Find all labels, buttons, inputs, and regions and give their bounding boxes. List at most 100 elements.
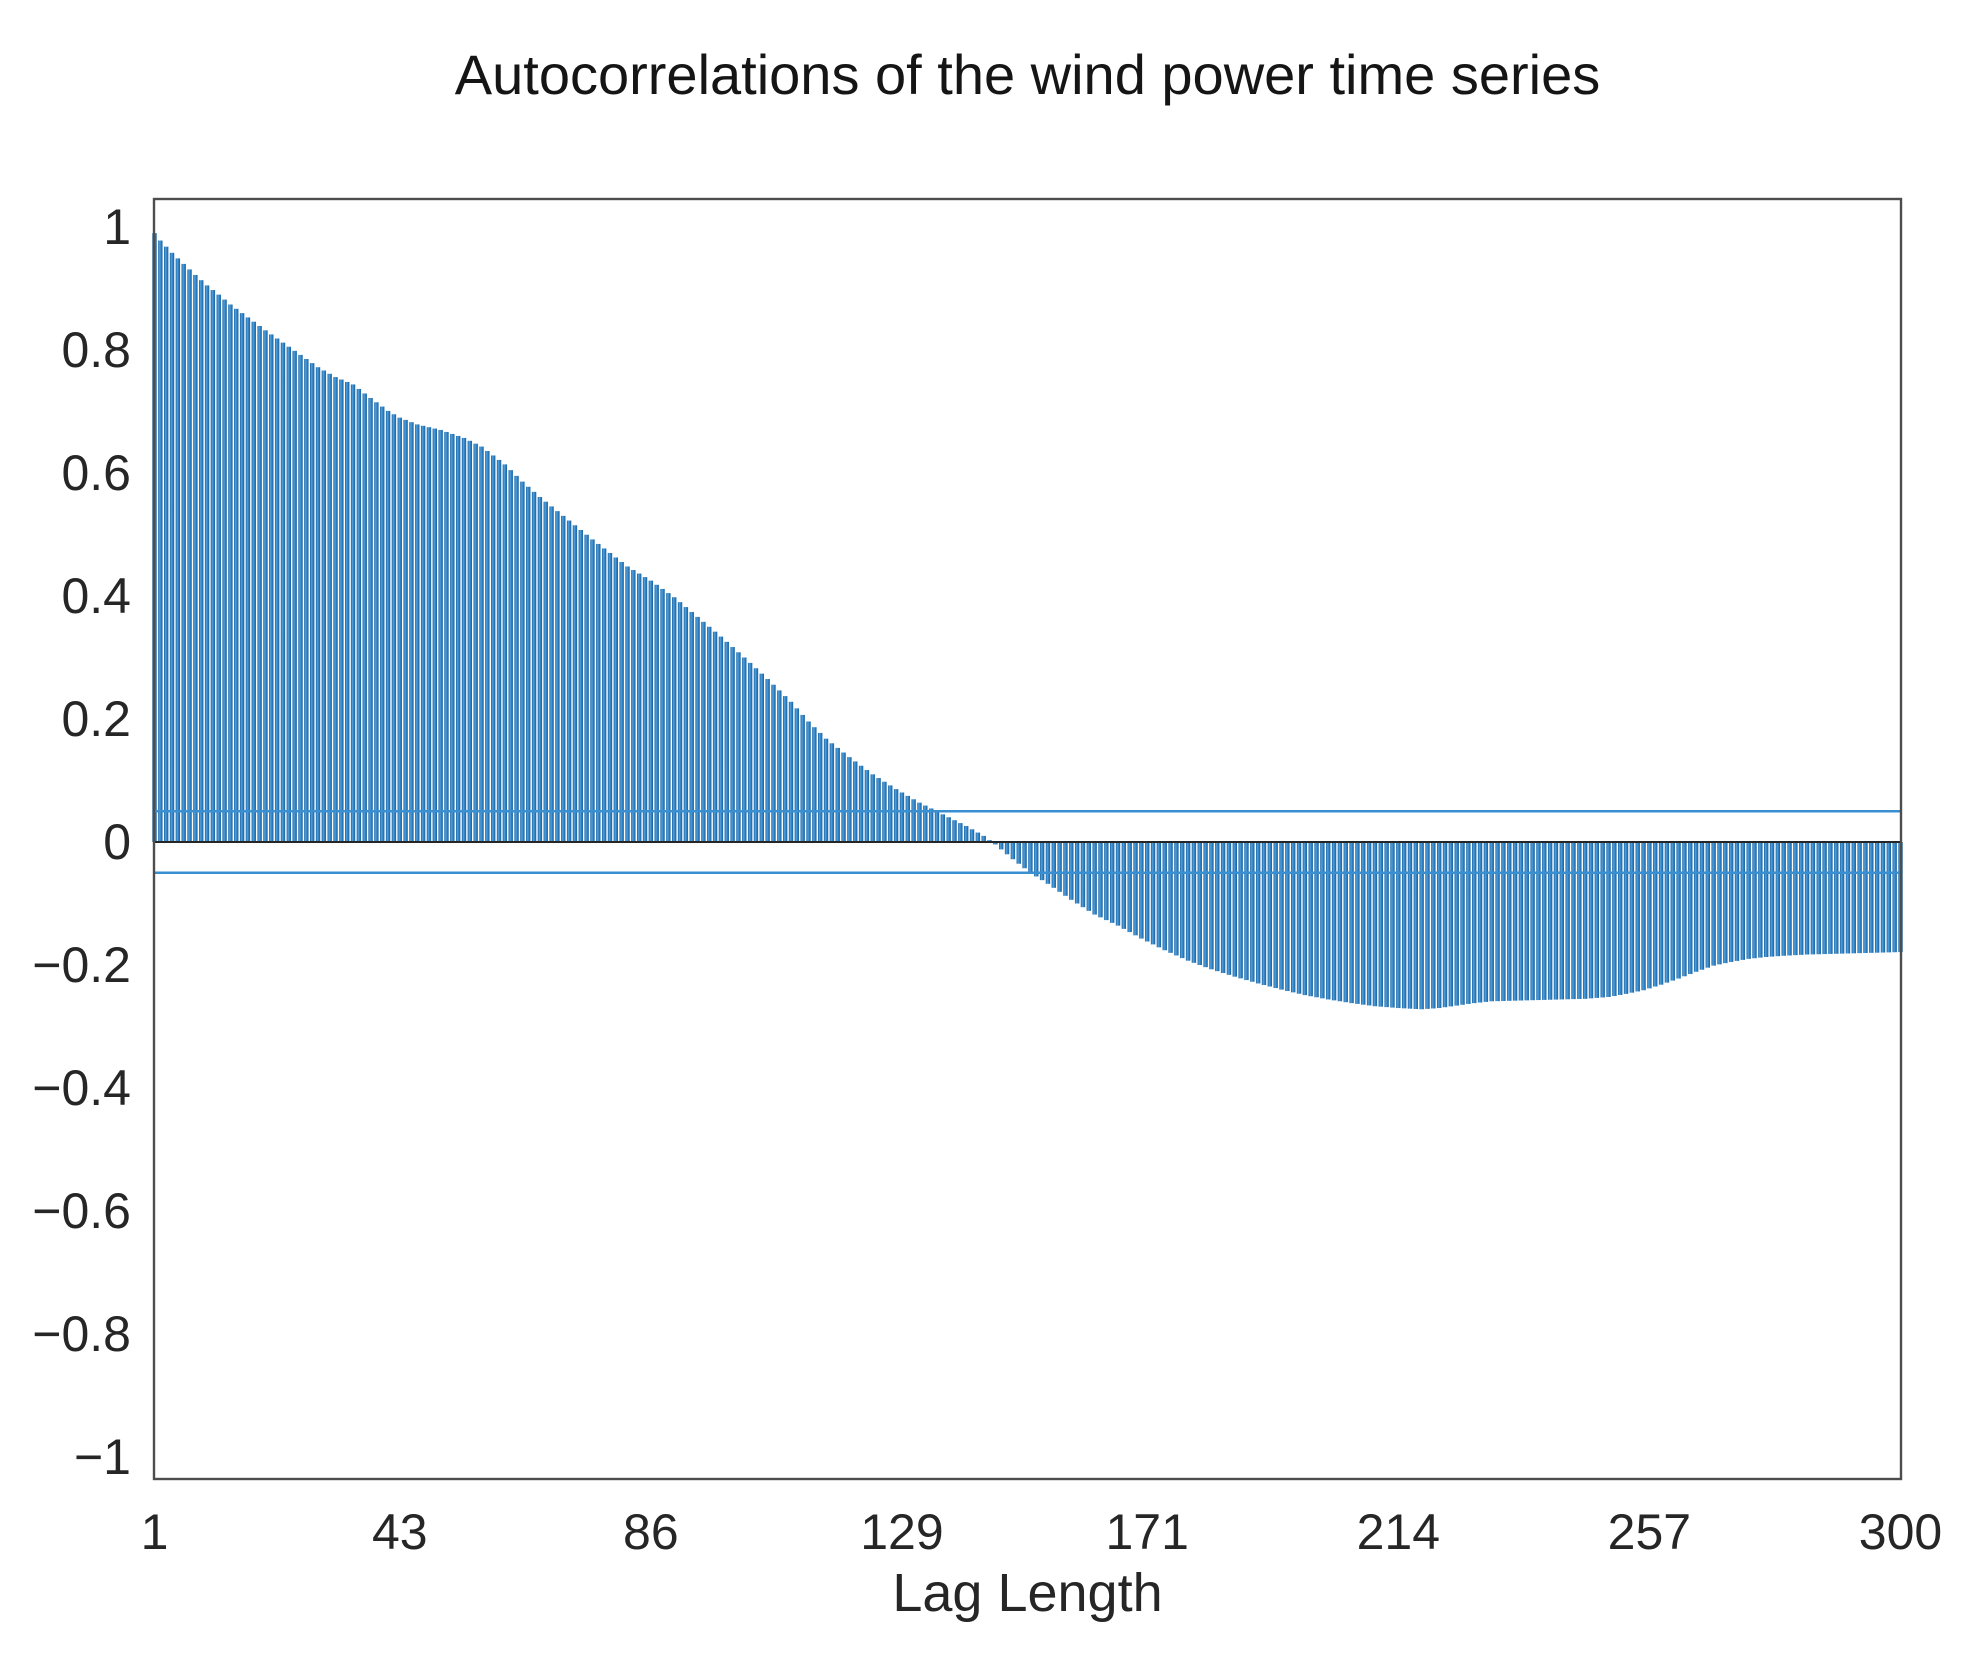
acf-stem: [1168, 842, 1173, 953]
acf-stem: [1407, 842, 1413, 1009]
acf-stem: [1174, 842, 1179, 956]
acf-stem: [485, 451, 490, 842]
acf-stem: [636, 573, 642, 842]
acf-stem: [380, 406, 385, 842]
acf-stem: [607, 552, 613, 842]
acf-stem: [415, 424, 420, 842]
acf-stem: [1442, 842, 1448, 1008]
acf-stem: [1553, 842, 1559, 1000]
x-axis-title: Lag Length: [892, 1563, 1163, 1623]
y-tick-label: 0: [103, 814, 131, 870]
acf-stem: [543, 501, 548, 842]
acf-stem: [578, 529, 583, 842]
acf-stem: [782, 696, 788, 842]
acf-stem: [502, 464, 508, 842]
acf-stem: [1098, 842, 1103, 918]
acf-stem: [1658, 842, 1664, 985]
acf-stem: [660, 588, 665, 842]
acf-stem: [1547, 842, 1553, 1000]
acf-stem: [1711, 842, 1716, 966]
acf-stem: [870, 774, 875, 842]
acf-stem: [1629, 842, 1635, 993]
acf-stem: [490, 455, 496, 842]
acf-stem: [864, 770, 870, 842]
acf-stem: [461, 437, 467, 842]
acf-stem: [765, 679, 770, 842]
acf-stem: [1565, 842, 1570, 1000]
acf-stem: [1507, 842, 1512, 1001]
acf-stem: [1787, 842, 1792, 956]
acf-stem: [1612, 842, 1617, 996]
acf-stem: [1069, 842, 1074, 900]
acf-stem: [1121, 842, 1127, 929]
acf-stem: [1133, 842, 1138, 936]
acf-stem: [1834, 842, 1839, 954]
acf-stem: [473, 443, 478, 842]
acf-stem: [736, 652, 741, 842]
acf-stem: [1425, 842, 1430, 1009]
acf-stem: [1734, 842, 1740, 961]
acf-stem: [508, 470, 513, 842]
acf-stem: [181, 263, 186, 842]
acf-stem: [228, 304, 233, 842]
x-tick-label: 43: [371, 1504, 428, 1560]
acf-stem: [1010, 842, 1016, 860]
x-tick-label: 86: [623, 1504, 679, 1560]
acf-stem: [905, 795, 910, 843]
acf-stem: [1285, 842, 1290, 991]
acf-stem: [1483, 842, 1489, 1002]
acf-stem: [245, 317, 251, 842]
acf-stem: [1104, 842, 1109, 921]
acf-stem: [450, 433, 455, 842]
acf-stem: [1308, 842, 1313, 997]
acf-stem: [999, 842, 1004, 850]
acf-stem: [613, 557, 619, 842]
acf-stem: [1028, 842, 1033, 873]
acf-stem: [1384, 842, 1389, 1008]
acf-stem: [788, 701, 794, 842]
acf-stem: [280, 342, 286, 842]
acf-stem: [391, 414, 397, 842]
acf-stem: [1063, 842, 1068, 896]
acf-stem: [1577, 842, 1582, 999]
acf-stem: [1623, 842, 1629, 994]
acf-stem: [934, 811, 940, 842]
acf-stem: [677, 602, 683, 842]
x-tick-label: 171: [1105, 1504, 1189, 1560]
acf-stem: [1518, 842, 1524, 1001]
acf-stem: [1781, 842, 1786, 956]
acf-stem: [1693, 842, 1699, 972]
acf-stem: [841, 752, 846, 842]
acf-stem: [1378, 842, 1383, 1007]
acf-stem: [952, 820, 957, 842]
x-tick-label: 129: [860, 1504, 944, 1560]
acf-stem: [572, 525, 578, 842]
acf-stem: [666, 593, 671, 842]
acf-stem: [204, 285, 210, 842]
acf-stem: [1016, 842, 1021, 864]
acf-stem: [1618, 842, 1623, 995]
acf-stem: [1886, 842, 1892, 953]
acf-stem: [1057, 842, 1062, 892]
acf-stem: [1822, 842, 1827, 955]
acf-stem: [1670, 842, 1675, 981]
acf-stem: [1810, 842, 1816, 955]
chart-title: Autocorrelations of the wind power time …: [454, 43, 1601, 106]
acf-stem: [286, 346, 292, 842]
acf-stem: [269, 334, 274, 842]
acf-stem: [432, 428, 437, 842]
y-tick-label: 0.4: [61, 568, 131, 624]
acf-stem: [1390, 842, 1395, 1008]
acf-stem: [759, 673, 764, 842]
acf-stem: [975, 832, 981, 842]
acf-stem: [806, 721, 811, 842]
acf-stem: [1466, 842, 1471, 1004]
acf-stem: [467, 440, 473, 842]
acf-stem: [1653, 842, 1658, 987]
acf-stem: [1495, 842, 1500, 1002]
acf-stem: [1273, 842, 1278, 989]
acf-stem: [672, 597, 677, 842]
acf-stem: [549, 506, 554, 842]
acf-stem: [1366, 842, 1372, 1006]
acf-stem: [239, 313, 245, 843]
